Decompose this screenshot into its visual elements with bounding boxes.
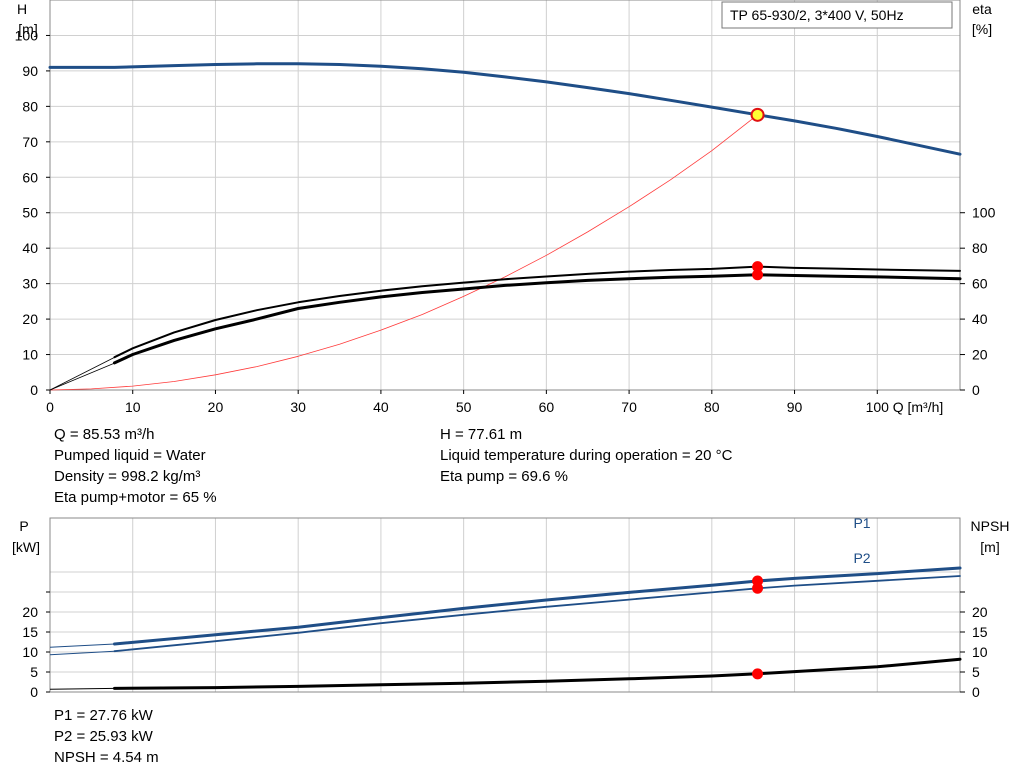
lower-curve-p1-lead bbox=[49, 643, 115, 648]
upper-y2-tick-label: 60 bbox=[972, 276, 988, 292]
pump-title-box: TP 65-930/2, 3*400 V, 50Hz bbox=[721, 1, 953, 29]
lower-y2-tick-label: 5 bbox=[972, 664, 980, 680]
upper-y2-tick-label: 100 bbox=[972, 205, 996, 221]
upper-x-tick-label: 0 bbox=[46, 399, 54, 415]
lower-y2-label: NPSH bbox=[971, 518, 1010, 534]
upper-x-tick-label: 100 bbox=[866, 399, 890, 415]
upper-y-unit: [m] bbox=[18, 21, 37, 37]
upper-y-tick-label: 30 bbox=[22, 276, 38, 292]
lower-markers bbox=[752, 575, 764, 680]
lower-curve-p1 bbox=[113, 566, 962, 646]
upper-x-tick-label: 30 bbox=[290, 399, 306, 415]
lower-curve-npsh bbox=[113, 657, 962, 690]
upper-y2-label: eta bbox=[972, 1, 992, 17]
upper-y-tick-label: 70 bbox=[22, 134, 38, 150]
lower-curve-p2-lead bbox=[49, 650, 115, 656]
upper-y-tick-label: 0 bbox=[30, 382, 38, 398]
lower-y-tick-label: 5 bbox=[30, 664, 38, 680]
upper-x-tick-label: 40 bbox=[373, 399, 389, 415]
upper-y2-tick-label: 0 bbox=[972, 382, 980, 398]
info-pumped-liquid: Pumped liquid = Water bbox=[54, 447, 206, 464]
lower-curve-p2 bbox=[113, 575, 961, 653]
upper-markers bbox=[750, 107, 765, 281]
pump-title-frame bbox=[721, 1, 953, 29]
lower-operating-marker bbox=[752, 668, 764, 680]
upper-x-tick-label: 50 bbox=[456, 399, 472, 415]
upper-curve-eta_thin bbox=[49, 362, 115, 391]
upper-y-tick-label: 20 bbox=[22, 311, 38, 327]
upper-y2-tick-label: 40 bbox=[972, 311, 988, 327]
info-p1: P1 = 27.76 kW bbox=[54, 707, 153, 724]
upper-y-tick-label: 100 bbox=[15, 27, 39, 43]
upper-curve-head bbox=[48, 62, 962, 156]
info-p2: P2 = 25.93 kW bbox=[54, 728, 153, 745]
upper-grid bbox=[49, 0, 960, 390]
lower-y-tick-label: 0 bbox=[30, 684, 38, 700]
upper-x-tick-label: 20 bbox=[208, 399, 224, 415]
upper-curve-eta bbox=[113, 273, 962, 365]
lower-y2-tick-label: 15 bbox=[972, 624, 988, 640]
lower-y2-tick-label: 20 bbox=[972, 604, 988, 620]
lower-y2-tick-label: 10 bbox=[972, 644, 988, 660]
upper-x-tick-label: 10 bbox=[125, 399, 141, 415]
lower-plot-frame bbox=[49, 517, 961, 693]
upper-curve-eta_thin bbox=[49, 356, 115, 391]
upper-y2-unit: [%] bbox=[972, 21, 992, 37]
upper-curve-eta bbox=[113, 265, 961, 359]
upper-y-tick-label: 90 bbox=[22, 63, 38, 79]
info-upper-left: Q = 85.53 m³/h Pumped liquid = Water Den… bbox=[54, 424, 217, 508]
info-flow: Q = 85.53 m³/h bbox=[54, 426, 155, 443]
duty-point-marker bbox=[750, 107, 765, 122]
upper-x-tick-label: 70 bbox=[621, 399, 637, 415]
eta-marker bbox=[752, 261, 764, 273]
info-density: Density = 998.2 kg/m³ bbox=[54, 468, 201, 485]
eta-marker bbox=[752, 269, 764, 281]
lower-y-unit: [kW] bbox=[12, 539, 40, 555]
lower-y-tick-label: 15 bbox=[22, 624, 38, 640]
lower-operating-marker bbox=[752, 582, 764, 594]
lower-grid bbox=[49, 518, 960, 692]
lower-series bbox=[49, 566, 962, 690]
info-liquid-temperature: Liquid temperature during operation = 20… bbox=[440, 447, 733, 464]
info-npsh: NPSH = 4.54 m bbox=[54, 749, 159, 766]
upper-y-label: H bbox=[17, 1, 27, 17]
info-head: H = 77.61 m bbox=[440, 426, 523, 443]
upper-y2-tick-label: 80 bbox=[972, 240, 988, 256]
upper-curve-system bbox=[49, 114, 758, 391]
upper-y-tick-label: 40 bbox=[22, 240, 38, 256]
p2-series-label: P2 bbox=[853, 550, 870, 566]
lower-chart: P [kW] NPSH [m] 0 5 10 15 20 0 5 10 15 20 P1 P2 bbox=[12, 515, 1009, 700]
upper-y-tick-label: 60 bbox=[22, 169, 38, 185]
upper-series bbox=[48, 62, 962, 391]
upper-x-tick-label: 90 bbox=[787, 399, 803, 415]
upper-x-label: Q [m³/h] bbox=[893, 399, 944, 415]
lower-y2-tick-label: 0 bbox=[972, 684, 980, 700]
info-eta-pump: Eta pump = 69.6 % bbox=[440, 468, 568, 485]
lower-curve-npsh-lead bbox=[49, 687, 115, 690]
lower-y-label: P bbox=[19, 518, 28, 534]
upper-x-tick-label: 80 bbox=[704, 399, 720, 415]
upper-y-tick-label: 50 bbox=[22, 205, 38, 221]
p1-series-label: P1 bbox=[853, 515, 870, 531]
upper-x-tick-label: 60 bbox=[539, 399, 555, 415]
upper-chart: H [m] eta [%] Q [m³/h] 0 10 20 30 40 50 60 70 80… bbox=[15, 0, 996, 415]
lower-y-tick-label: 10 bbox=[22, 644, 38, 660]
lower-y-tick-label: 20 bbox=[22, 604, 38, 620]
upper-y2-tick-label: 20 bbox=[972, 347, 988, 363]
pump-title: TP 65-930/2, 3*400 V, 50Hz bbox=[730, 7, 904, 23]
upper-y-tick-label: 10 bbox=[22, 347, 38, 363]
info-eta-pump-motor: Eta pump+motor = 65 % bbox=[54, 489, 217, 506]
upper-y-tick-label: 80 bbox=[22, 98, 38, 114]
info-lower: P1 = 27.76 kW P2 = 25.93 kW NPSH = 4.54 … bbox=[54, 705, 159, 768]
info-upper-right: H = 77.61 m Liquid temperature during op… bbox=[440, 424, 732, 487]
lower-y2-unit: [m] bbox=[980, 539, 999, 555]
upper-plot-frame bbox=[49, 0, 961, 391]
